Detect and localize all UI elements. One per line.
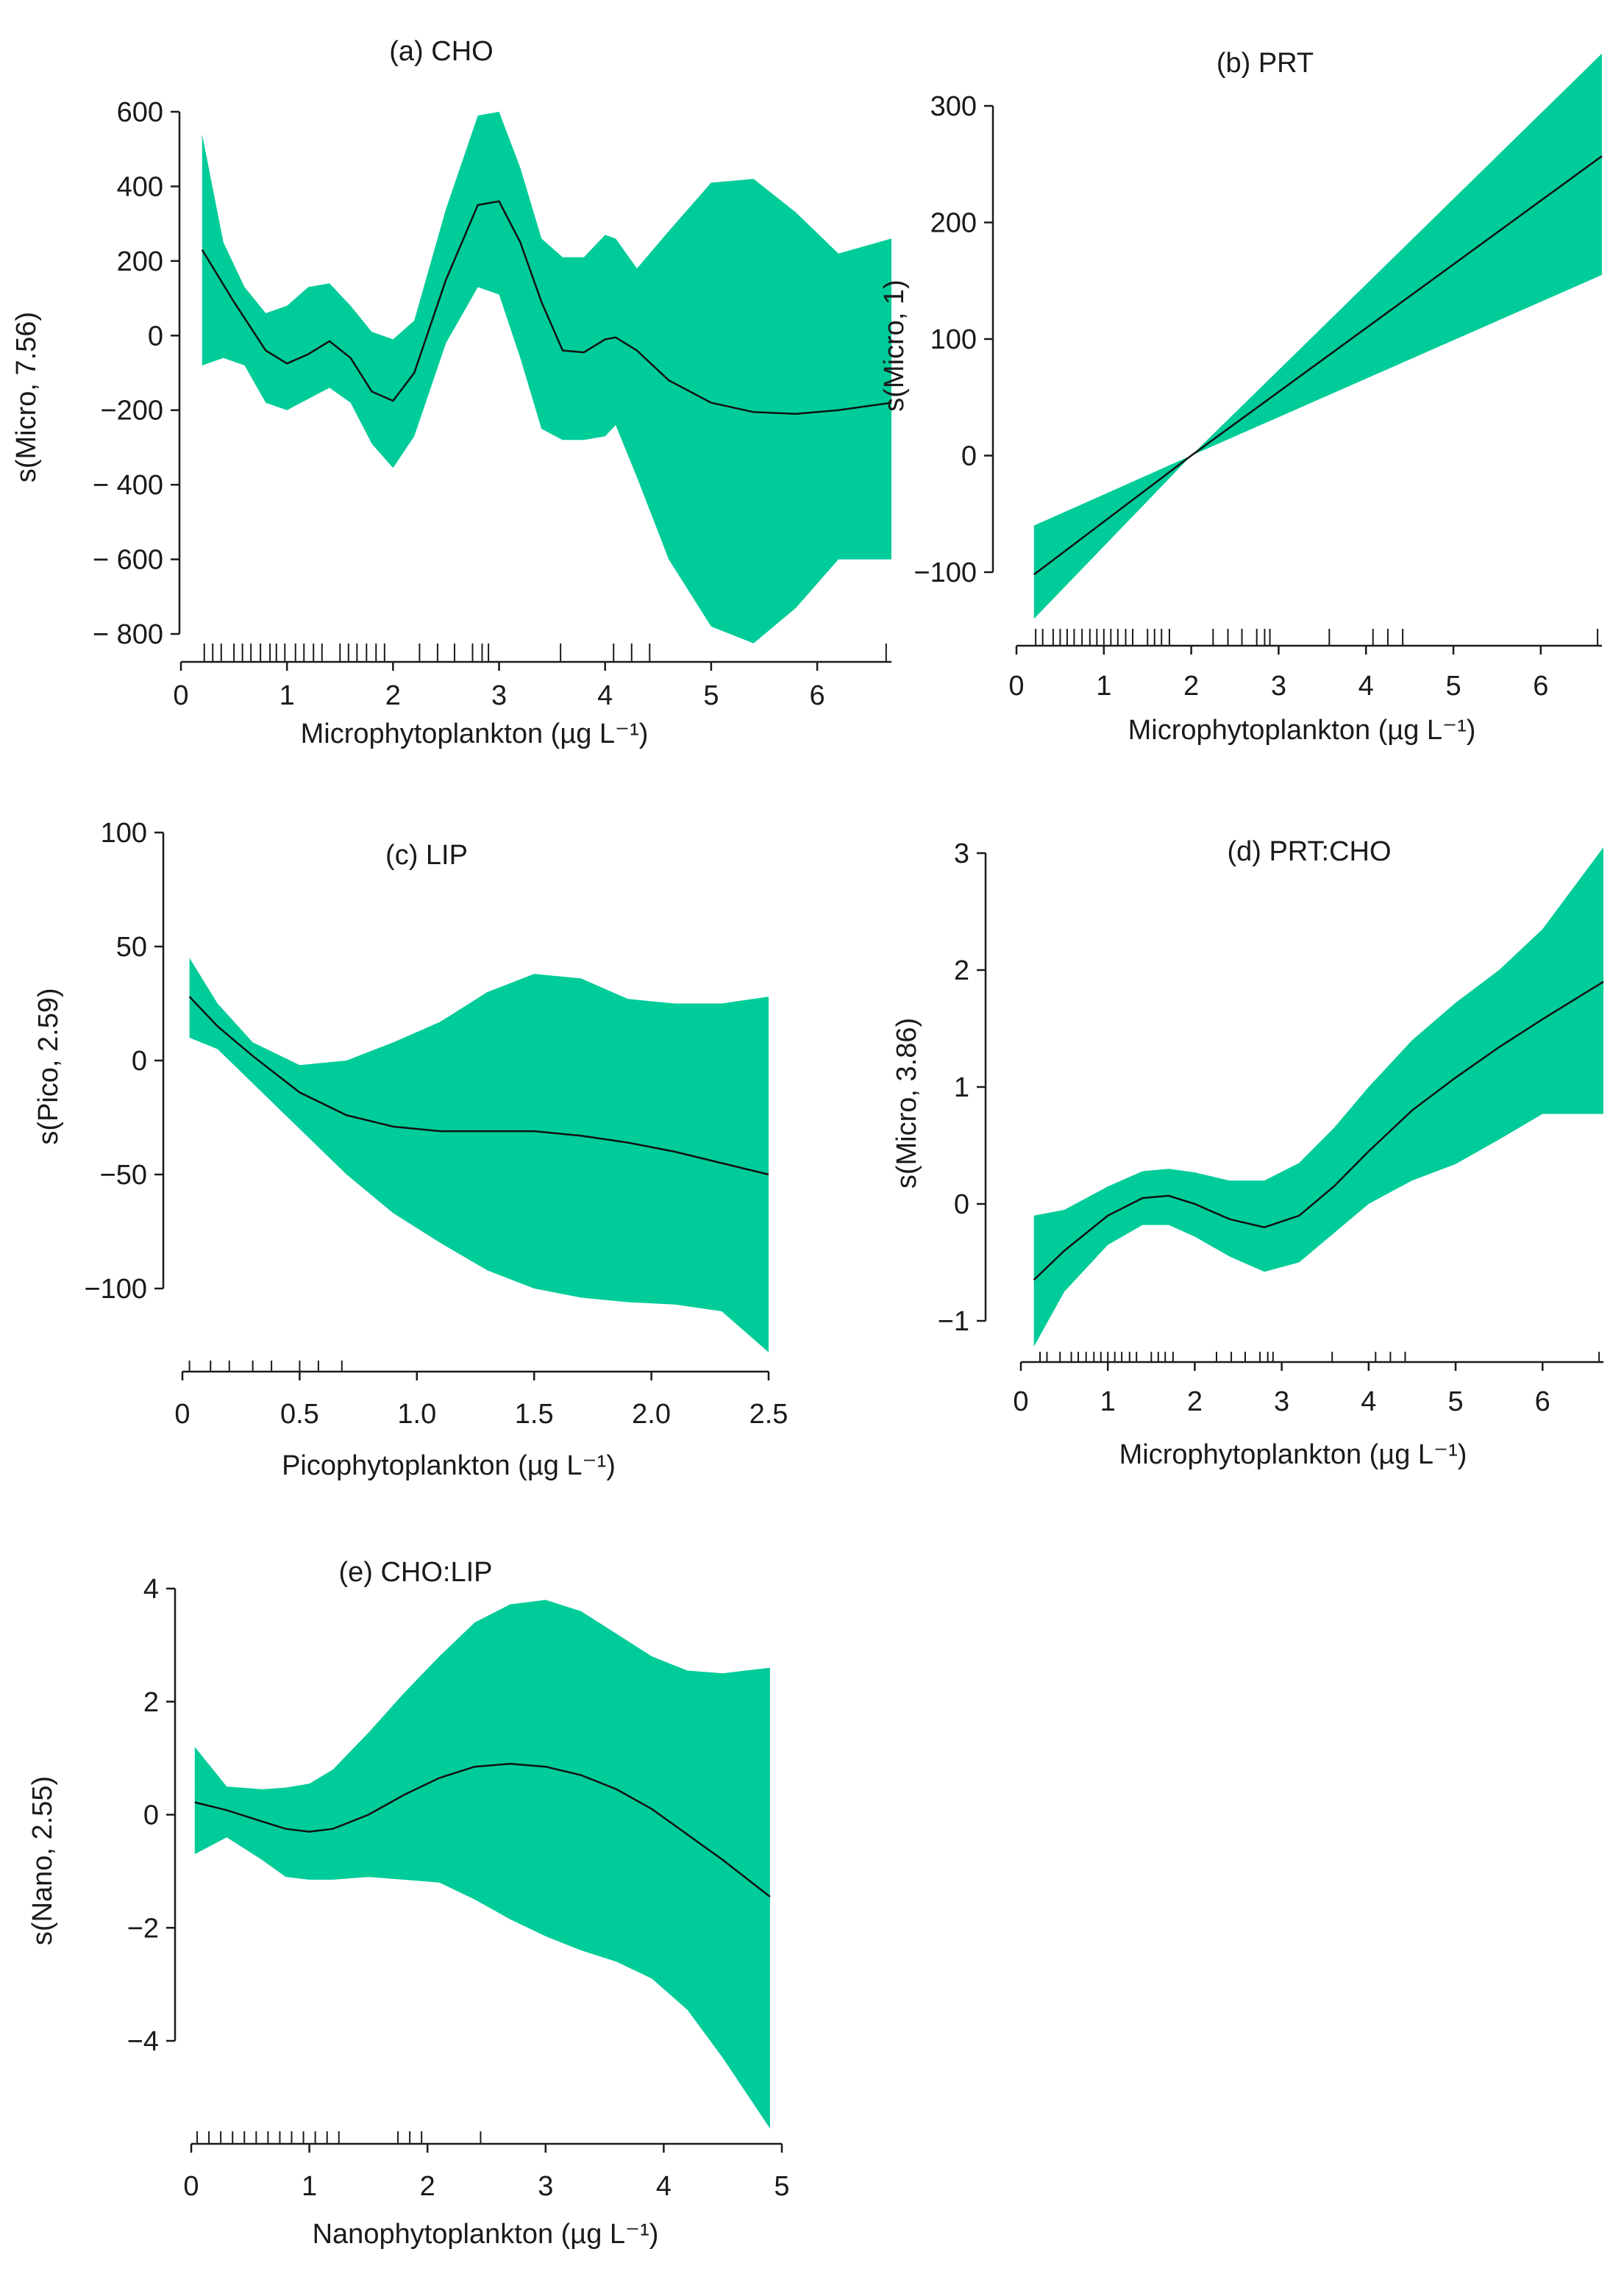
- x-tick-label: 6: [810, 680, 825, 711]
- y-tick-label: −100: [914, 557, 977, 588]
- y-tick-label: −200: [100, 396, 163, 427]
- x-tick-label: 2.0: [632, 1399, 671, 1430]
- x-tick-label: 0: [183, 2171, 199, 2202]
- y-axis-title: s(Micro, 3.86): [891, 1018, 922, 1188]
- x-tick-label: 4: [1361, 1386, 1376, 1417]
- panel-title: (a) CHO: [389, 36, 493, 67]
- x-tick-label: 5: [1447, 1386, 1463, 1417]
- fit-line: [201, 200, 892, 416]
- panel-a-cho: (a) CHO s(Micro, 7.56) Microphytoplankto…: [11, 36, 892, 749]
- y-tick-label: 0: [961, 441, 977, 472]
- x-tick-label: 0: [1013, 1386, 1028, 1417]
- y-tick-label: 2: [954, 955, 969, 986]
- x-axis-title: Microphytoplankton (µg L⁻¹): [1119, 1439, 1467, 1470]
- confidence-band: [1033, 847, 1603, 1347]
- x-tick-label: 1: [279, 680, 295, 711]
- y-tick-label: 0: [132, 1046, 147, 1077]
- panel-title: (d) PRT:CHO: [1227, 836, 1391, 867]
- x-tick-label: 1: [1096, 671, 1111, 702]
- fit-line: [194, 1763, 771, 1897]
- y-tick-label: −1: [938, 1306, 969, 1337]
- y-tick-label: − 400: [93, 470, 163, 501]
- y-tick-label: 2: [143, 1687, 159, 1718]
- y-tick-label: 300: [930, 91, 977, 122]
- confidence-band: [1033, 53, 1602, 619]
- y-tick-label: −2: [127, 1913, 159, 1944]
- x-tick-label: 6: [1533, 671, 1548, 702]
- panel-d-prt-cho: (d) PRT:CHO s(Micro, 3.86) Microphytopla…: [891, 836, 1604, 1470]
- x-tick-label: 3: [1271, 671, 1286, 702]
- x-tick-label: 1: [302, 2171, 317, 2202]
- x-tick-label: 3: [1274, 1386, 1289, 1417]
- y-axis-title: s(Nano, 2.55): [27, 1776, 58, 1945]
- y-tick-label: 200: [117, 246, 163, 277]
- y-tick-label: 100: [101, 818, 147, 849]
- x-axis-title: Nanophytoplankton (µg L⁻¹): [313, 2219, 659, 2250]
- x-tick-label: 0: [174, 1399, 190, 1430]
- x-tick-label: 1: [1100, 1386, 1116, 1417]
- panel-e-cho-lip: (e) CHO:LIP s(Nano, 2.55) Nanophytoplank…: [27, 1557, 790, 2250]
- panel-b-prt: (b) PRT s(Micro, 1) Microphytoplankton (…: [879, 48, 1603, 746]
- y-axis-title: s(Pico, 2.59): [33, 988, 64, 1144]
- x-tick-label: 2: [385, 680, 401, 711]
- x-tick-label: 6: [1535, 1386, 1550, 1417]
- panel-title: (b) PRT: [1217, 48, 1314, 79]
- x-tick-label: 5: [1445, 671, 1461, 702]
- x-tick-label: 1.0: [397, 1399, 436, 1430]
- y-tick-label: 600: [117, 97, 163, 128]
- y-tick-label: 50: [116, 932, 147, 963]
- x-tick-label: 5: [703, 680, 719, 711]
- x-tick-label: 1.5: [515, 1399, 554, 1430]
- y-tick-label: 0: [148, 321, 163, 352]
- x-tick-label: 4: [597, 680, 613, 711]
- confidence-band: [202, 112, 891, 644]
- y-tick-label: 1: [954, 1072, 969, 1103]
- x-axis-title: Picophytoplankton (µg L⁻¹): [282, 1450, 616, 1481]
- y-tick-label: −100: [84, 1274, 147, 1305]
- x-tick-label: 2: [1187, 1386, 1203, 1417]
- y-tick-label: 200: [930, 208, 977, 239]
- panel-title: (e) CHO:LIP: [338, 1557, 492, 1588]
- y-tick-label: −50: [100, 1160, 147, 1191]
- y-axis-title: s(Micro, 1): [879, 279, 910, 411]
- y-tick-label: 100: [930, 324, 977, 355]
- confidence-band: [189, 958, 769, 1352]
- fit-line: [188, 996, 769, 1176]
- x-tick-label: 4: [1358, 671, 1374, 702]
- y-tick-label: 400: [117, 171, 163, 202]
- y-tick-label: 3: [954, 838, 969, 869]
- x-tick-label: 3: [538, 2171, 553, 2202]
- fit-line: [1033, 980, 1604, 1281]
- x-tick-label: 4: [656, 2171, 672, 2202]
- x-axis-title: Microphytoplankton (µg L⁻¹): [301, 719, 649, 749]
- x-tick-label: 0: [1008, 671, 1024, 702]
- x-tick-label: 2: [1183, 671, 1199, 702]
- x-tick-label: 0: [173, 680, 188, 711]
- y-tick-label: 0: [954, 1189, 969, 1220]
- y-tick-label: 0: [143, 1800, 159, 1831]
- x-tick-label: 0.5: [280, 1399, 319, 1430]
- y-tick-label: − 800: [93, 619, 163, 650]
- y-tick-label: 4: [143, 1574, 159, 1605]
- x-tick-label: 2: [420, 2171, 435, 2202]
- panel-title: (c) LIP: [385, 840, 468, 871]
- y-tick-label: −4: [127, 2026, 159, 2057]
- panel-c-lip: (c) LIP s(Pico, 2.59) Picophytoplankton …: [33, 818, 788, 1481]
- x-axis-title: Microphytoplankton (µg L⁻¹): [1128, 715, 1476, 746]
- confidence-band: [194, 1600, 770, 2129]
- x-tick-label: 2.5: [749, 1399, 788, 1430]
- x-tick-label: 5: [774, 2171, 789, 2202]
- fit-line: [1033, 155, 1603, 576]
- y-axis-title: s(Micro, 7.56): [11, 312, 42, 482]
- y-tick-label: − 600: [93, 545, 163, 576]
- x-tick-label: 3: [491, 680, 507, 711]
